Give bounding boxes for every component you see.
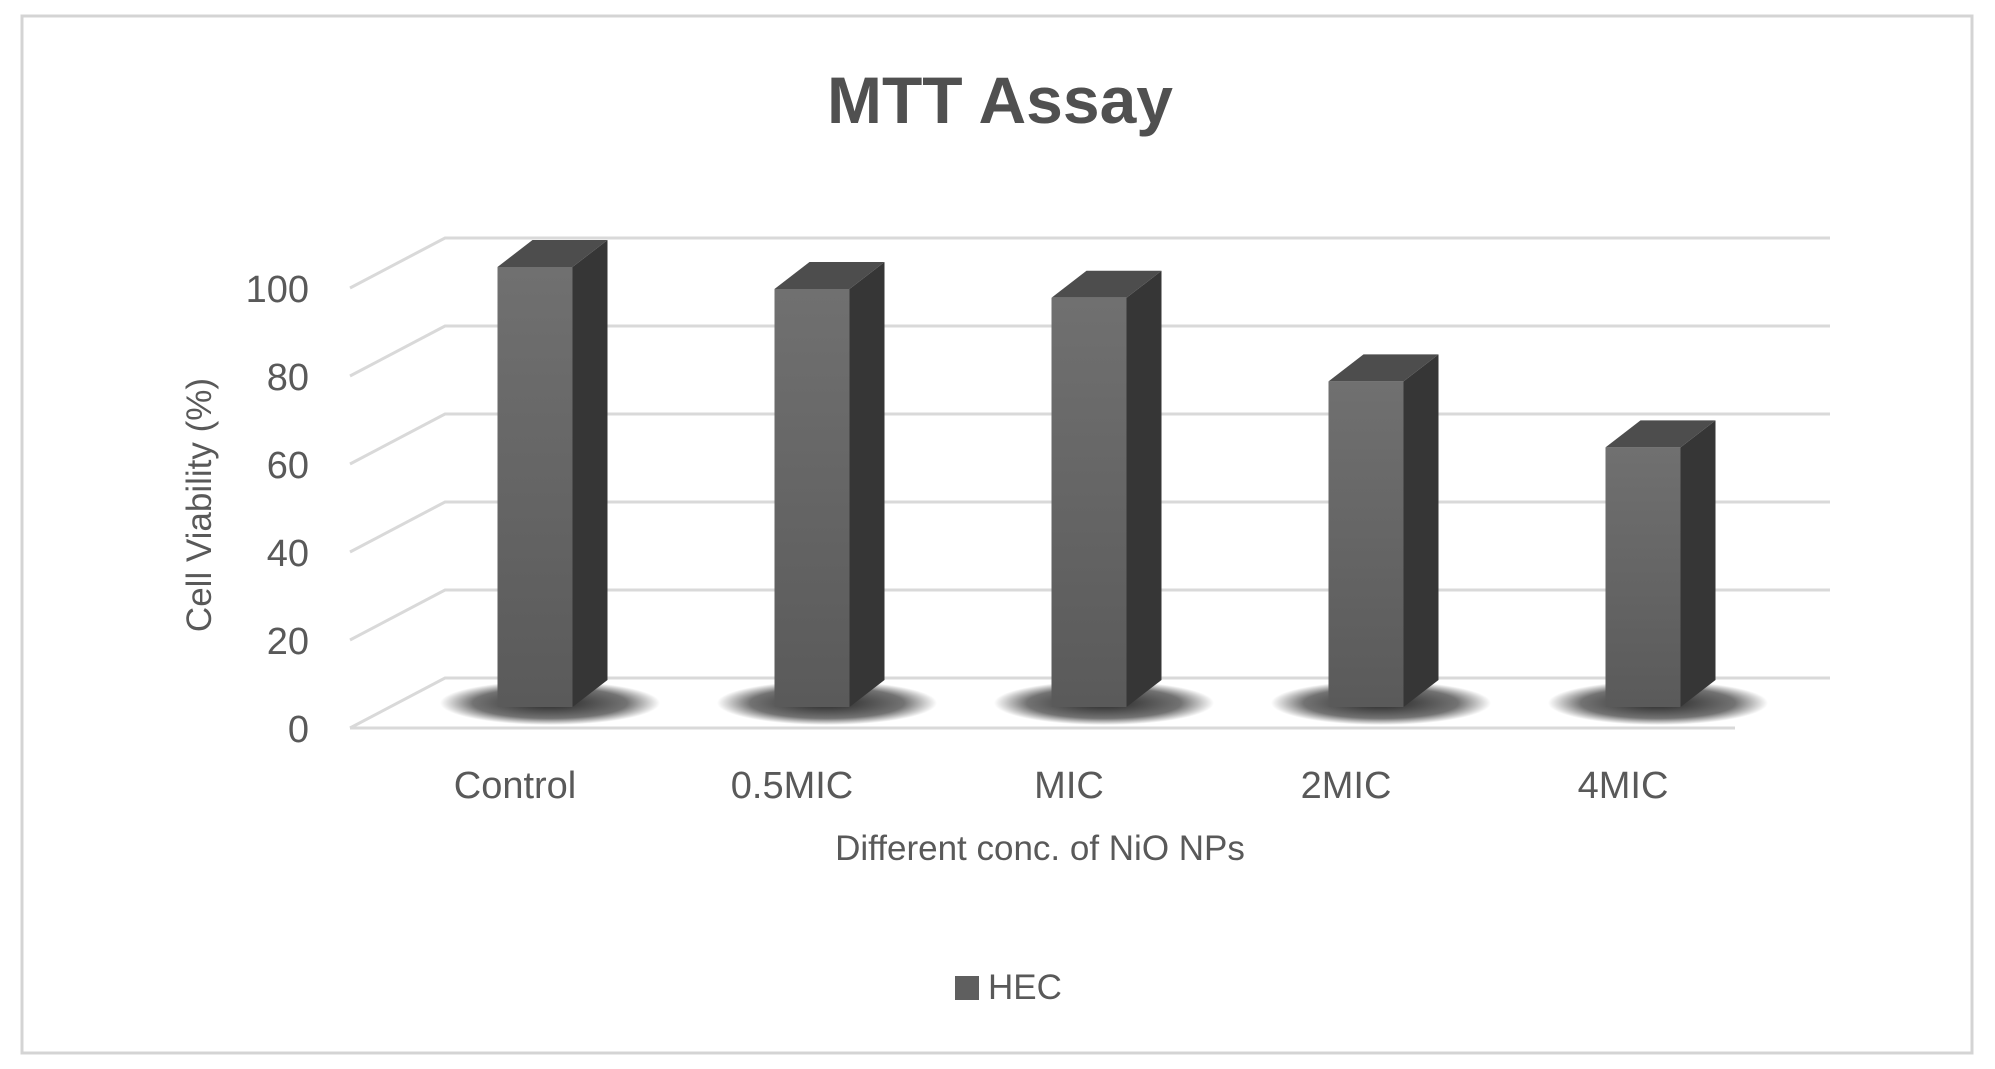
bar [1548, 420, 1768, 725]
y-tick-label: 0 [288, 709, 309, 751]
x-axis-ticks: Control 0.5MIC MIC 2MIC 4MIC [454, 765, 1669, 807]
legend: HEC [955, 968, 1062, 1007]
bar-side [1680, 420, 1716, 707]
y-axis-ticks: 0 20 40 60 80 100 [246, 269, 309, 751]
bar-side [1403, 354, 1439, 707]
bar-side [572, 240, 608, 707]
y-tick-label: 60 [267, 445, 309, 487]
bar-top [1605, 420, 1716, 448]
x-tick-label: 4MIC [1578, 765, 1669, 807]
y-axis-label: Cell Viability (%) [180, 378, 219, 632]
bar-front [774, 289, 850, 707]
bar-top [1328, 354, 1439, 382]
gridline [349, 324, 1830, 378]
bar-front [497, 267, 573, 707]
gridline [349, 236, 1830, 290]
bar-front [1328, 381, 1404, 707]
x-tick-label: 2MIC [1301, 765, 1392, 807]
bar-side [849, 262, 885, 707]
y-tick-label: 100 [246, 269, 309, 311]
bars [440, 240, 1768, 725]
x-tick-label: Control [454, 765, 577, 807]
x-axis-label: Different conc. of NiO NPs [835, 829, 1245, 868]
chart-title: MTT Assay [827, 63, 1173, 137]
bar [717, 262, 937, 725]
bar-side [1126, 270, 1162, 707]
y-tick-label: 40 [267, 533, 309, 575]
bar-top [774, 262, 885, 289]
bar-top [1051, 270, 1162, 298]
y-tick-label: 20 [267, 621, 309, 663]
bar [440, 240, 660, 725]
legend-label: HEC [988, 968, 1062, 1007]
bar [1271, 354, 1491, 725]
bar [994, 270, 1214, 725]
bar-front [1605, 447, 1681, 707]
y-tick-label: 80 [267, 357, 309, 399]
bar-front [1051, 297, 1127, 707]
x-tick-label: MIC [1034, 765, 1104, 807]
bar-top [497, 240, 608, 267]
legend-swatch-icon [955, 976, 979, 1000]
x-tick-label: 0.5MIC [731, 765, 853, 807]
